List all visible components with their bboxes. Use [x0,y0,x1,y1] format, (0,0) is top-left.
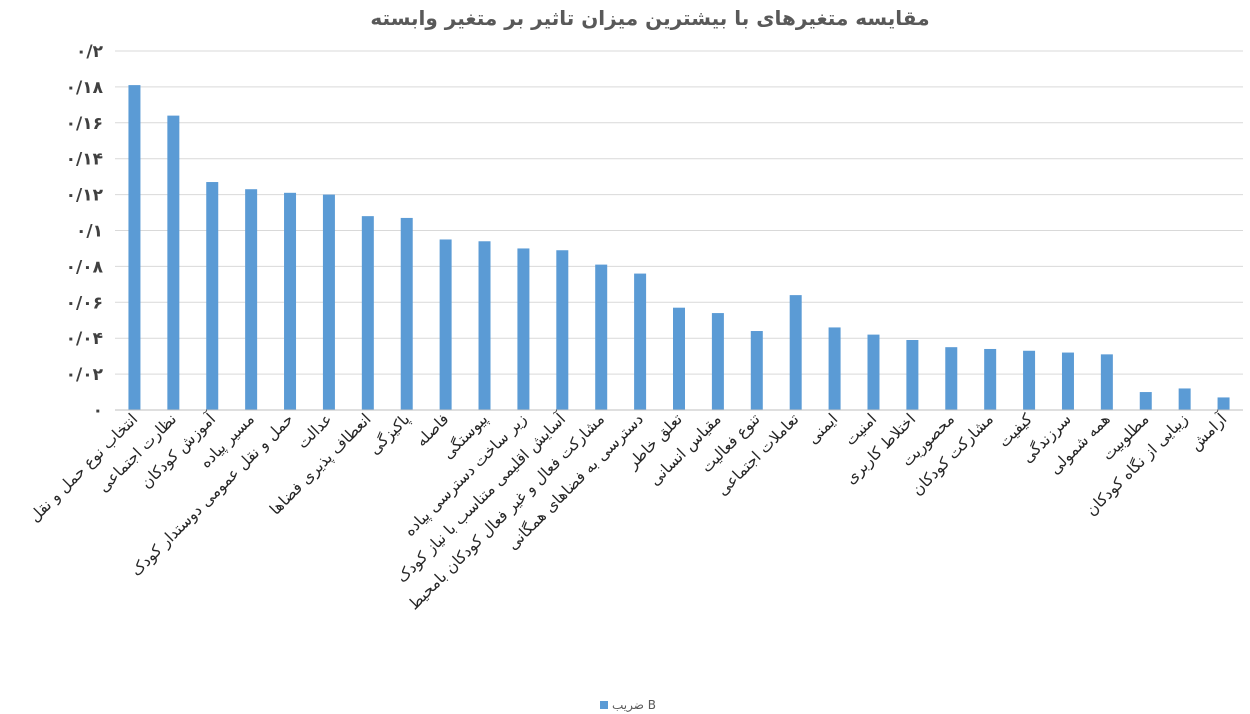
legend: ضریب B [600,698,656,713]
bar [595,264,608,410]
bar [478,241,491,410]
y-tick-label: ۰/۱۸ [66,78,104,98]
bar [245,189,258,410]
bar [439,239,452,410]
y-tick-label: ۰/۱۶ [66,114,103,134]
y-tick-label: ۰/۰۴ [66,329,103,349]
x-tick-label: پاکیزگی [366,410,415,459]
y-tick-label: ۰/۲ [76,42,104,62]
y-tick-label: ۰/۰۸ [66,257,104,277]
bar [1139,392,1152,410]
bar [1023,350,1036,410]
bar [789,295,802,410]
bar [984,348,997,410]
grid-lines [115,50,1243,375]
bar [284,192,297,410]
bar [750,331,763,410]
bar [206,182,219,410]
bar [128,85,141,410]
y-tick-label: ۰/۱ [76,222,103,242]
y-tick-label: ۰ [93,401,103,421]
bar [556,250,569,410]
y-tick-label: ۰/۰۶ [66,293,103,313]
chart-title: مقایسه متغیرهای با بیشترین میزان تاثیر ب… [370,6,929,30]
legend-swatch [600,701,608,709]
y-tick-label: ۰/۱۲ [66,186,104,206]
bar [1100,354,1113,410]
bar [400,217,413,410]
y-axis-ticks: ۰ ۰/۰۲ ۰/۰۴ ۰/۰۶ ۰/۰۸ ۰/۱ ۰/۱۲ ۰/۱۴ ۰/۱۶ ۰/۱۸ ۰/۲ [66,42,104,421]
bar [322,194,335,410]
bar [634,273,647,410]
bar [1061,352,1074,410]
bar [517,248,530,410]
bar [828,327,841,410]
x-tick-label: آرامش [1186,409,1231,454]
y-tick-label: ۰/۰۲ [66,365,104,385]
bar [906,339,919,410]
legend-label: ضریب B [612,698,656,713]
bar [1217,397,1230,410]
bars [128,85,1230,411]
bar [167,115,180,411]
y-tick-label: ۰/۱۴ [66,150,103,170]
bar [945,347,958,410]
bar [673,307,685,410]
x-tick-label: ایمنی [804,410,842,448]
bar [711,313,724,410]
bar [361,216,374,410]
bar [1178,388,1191,410]
bar [867,334,880,410]
